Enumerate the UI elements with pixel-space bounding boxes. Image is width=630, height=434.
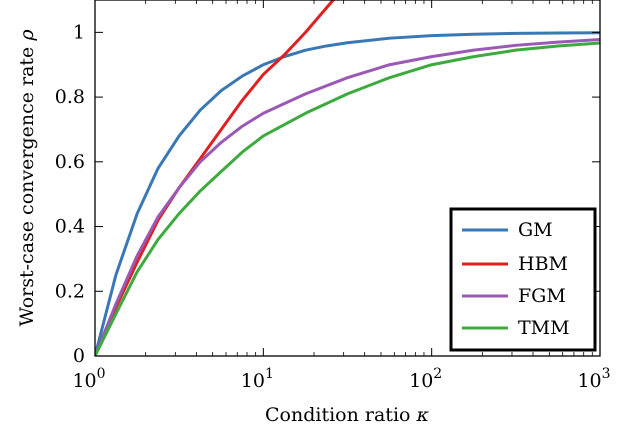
- x-tick-label: 100: [72, 366, 105, 392]
- series-line-hbm: [95, 0, 335, 356]
- x-tick-label: 101: [241, 366, 274, 392]
- legend-label-tmm: TMM: [518, 317, 570, 339]
- series-line-tmm: [95, 41, 600, 356]
- y-axis-title: Worst-case convergence rate ρ: [16, 29, 38, 327]
- x-tick-label: 102: [409, 366, 442, 392]
- ticks-layer: 100 101 102 103 0 0.2 0.4 0.6 0.8 1: [55, 0, 611, 392]
- y-tick-label: 0.8: [55, 86, 85, 108]
- x-tick-label: 103: [577, 366, 610, 392]
- legend-label-hbm: HBM: [518, 253, 568, 275]
- legend: GM HBM FGM TMM: [449, 207, 597, 352]
- y-tick-label: 1: [73, 21, 85, 43]
- y-tick-label: 0.6: [55, 151, 85, 173]
- y-tick-label: 0.4: [55, 216, 85, 238]
- x-axis-title: Condition ratio κ: [265, 404, 430, 426]
- y-tick-label: 0: [73, 345, 85, 367]
- series-layer: [95, 0, 600, 356]
- plot-frame: [94, 0, 601, 357]
- legend-label-fgm: FGM: [518, 285, 566, 307]
- y-tick-label: 0.2: [55, 280, 85, 302]
- series-line-fgm: [95, 37, 600, 356]
- legend-label-gm: GM: [518, 219, 553, 241]
